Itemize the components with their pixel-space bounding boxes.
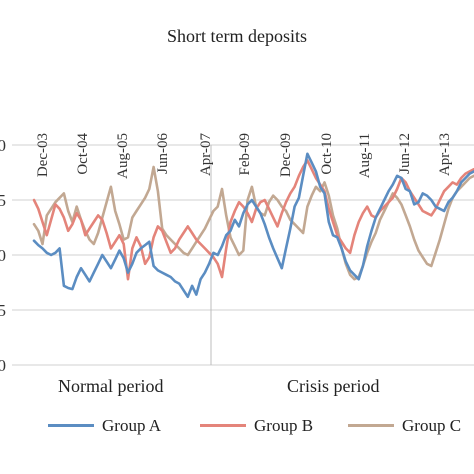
legend-item-group-b: Group B <box>200 416 313 436</box>
legend-label-group-a: Group A <box>102 416 162 435</box>
period-label-crisis: Crisis period <box>287 376 380 396</box>
series-lines <box>32 152 474 299</box>
y-tick-label: 0 <box>0 246 6 265</box>
y-tick-label: 0 <box>0 356 6 375</box>
series-line-group-b <box>32 159 474 281</box>
series-line-group-c <box>32 165 474 281</box>
legend: Group A Group B Group C <box>0 416 474 440</box>
legend-label-group-b: Group B <box>254 416 314 435</box>
series-line-group-a <box>32 152 474 299</box>
x-tick-label: Jun-06 <box>155 133 171 174</box>
legend-swatch-group-b <box>200 423 246 427</box>
x-tick-label: Feb-09 <box>237 133 253 176</box>
x-tick-label: Apr-13 <box>437 133 453 176</box>
legend-swatch-group-c <box>348 423 394 427</box>
y-tick-label: 0 <box>0 136 6 155</box>
legend-item-group-c: Group C <box>348 416 461 436</box>
x-tick-label: Oct-10 <box>319 133 335 175</box>
x-tick-label: Apr-07 <box>198 133 214 177</box>
gridlines <box>12 144 474 366</box>
period-label-normal: Normal period <box>58 376 164 396</box>
x-tick-label: Dec-09 <box>278 133 294 177</box>
x-tick-label: Jun-12 <box>397 133 413 174</box>
legend-label-group-c: Group C <box>402 416 462 435</box>
chart-title: Short term deposits <box>167 26 307 46</box>
y-tick-label: 5 <box>0 301 6 320</box>
x-tick-label: Dec-03 <box>35 133 51 177</box>
legend-item-group-a: Group A <box>48 416 161 436</box>
y-tick-labels: 0 5 0 5 0 <box>0 136 6 375</box>
legend-swatch-group-a <box>48 423 94 427</box>
y-tick-label: 5 <box>0 191 6 210</box>
x-tick-label: Oct-04 <box>75 133 91 175</box>
x-tick-label: Aug-05 <box>115 133 131 179</box>
x-tick-labels: Dec-03 Oct-04 Aug-05 Jun-06 Apr-07 Feb-09 Dec-… <box>35 133 453 179</box>
x-tick-label: Aug-11 <box>357 133 373 178</box>
